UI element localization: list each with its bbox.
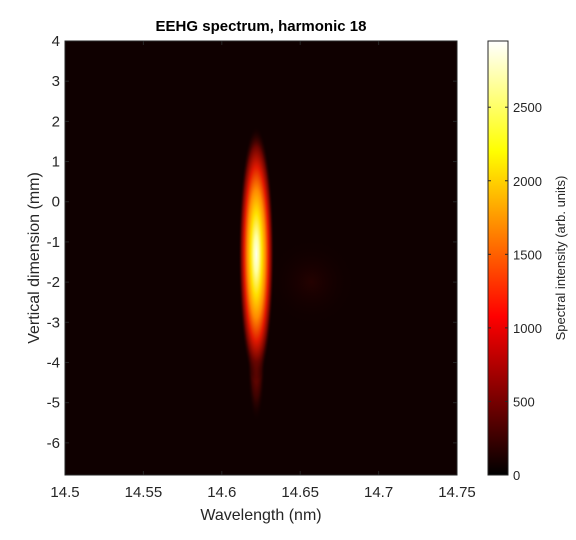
y-tick-label: 2 <box>52 113 60 130</box>
colorbar-tick-label: 1500 <box>513 247 542 262</box>
colorbar-tick-label: 2500 <box>513 100 542 115</box>
y-tick-label: -6 <box>47 435 60 452</box>
x-axis: 14.5 14.55 14.6 14.65 14.7 14.75 <box>50 41 476 501</box>
y-tick-label: -3 <box>47 314 60 331</box>
heatmap-peak <box>238 126 275 383</box>
y-tick-label: 0 <box>52 194 60 211</box>
x-tick-label: 14.6 <box>207 484 236 501</box>
y-axis: 4 3 2 1 0 -1 -2 -3 -4 -5 -6 <box>47 33 457 452</box>
colorbar-tick-label: 1000 <box>513 321 542 336</box>
y-tick-label: -2 <box>47 274 60 291</box>
y-tick-label: 4 <box>52 33 60 50</box>
x-tick-label: 14.7 <box>364 484 393 501</box>
y-tick-label: -4 <box>47 354 60 371</box>
y-axis-label: Vertical dimension (mm) <box>26 172 43 344</box>
colorbar-tick-label: 2000 <box>513 174 542 189</box>
colorbar-label: Spectral intensity (arb. units) <box>553 176 568 341</box>
colorbar <box>487 40 509 476</box>
x-axis-label: Wavelength (nm) <box>200 507 321 524</box>
x-tick-label: 14.55 <box>125 484 163 501</box>
plot-frame <box>64 40 458 476</box>
colorbar-tick-label: 0 <box>513 468 520 483</box>
y-tick-label: 1 <box>52 154 60 171</box>
chart-title: EEHG spectrum, harmonic 18 <box>156 18 367 35</box>
y-tick-label: -1 <box>47 234 60 251</box>
y-tick-label: -5 <box>47 395 60 412</box>
x-tick-label: 14.65 <box>281 484 319 501</box>
y-tick-label: 3 <box>52 73 60 90</box>
colorbar-tick-label: 500 <box>513 394 535 409</box>
heatmap-layer <box>238 126 357 423</box>
x-tick-label: 14.5 <box>50 484 79 501</box>
x-tick-label: 14.75 <box>438 484 476 501</box>
heatmap-side-lobe <box>266 237 357 328</box>
colorbar-axis: 2500 2000 1500 1000 500 0 <box>488 100 542 483</box>
